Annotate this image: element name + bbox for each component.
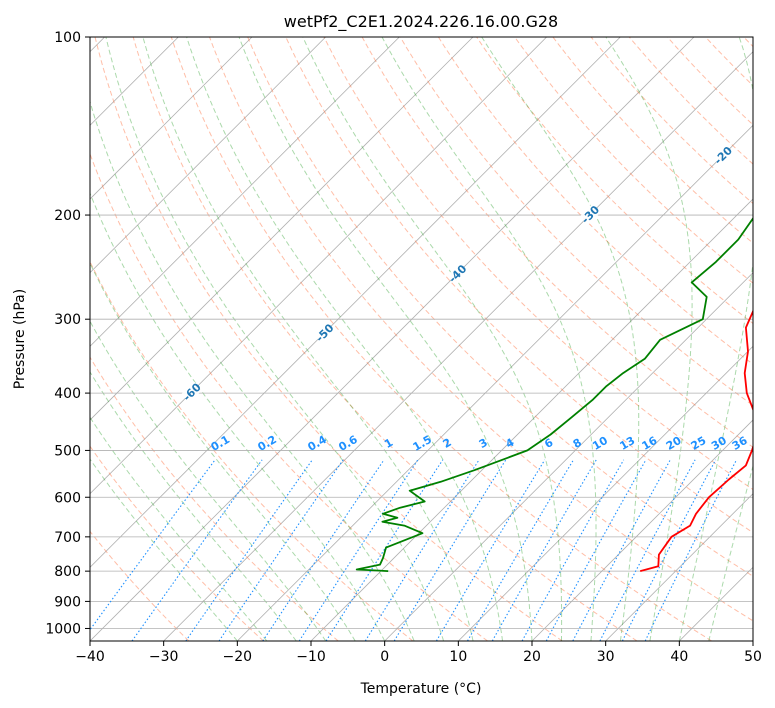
mixing-ratio-line [491,459,597,641]
dry-adiabat-line [399,37,753,407]
x-tick-label: −30 [149,649,179,665]
x-tick-label: −20 [223,649,253,665]
dry-adiabat-line [94,37,563,641]
isotherm-line [458,345,753,641]
y-tick-label: 900 [54,594,81,610]
moist-adiabat-line [90,416,268,641]
y-tick-label: 1000 [45,621,81,637]
mixing-ratio-line [262,459,385,641]
temperature-trace [639,309,753,572]
isotherm-line [163,51,753,641]
y-tick-label: 200 [54,208,81,224]
sounding-traces [355,216,753,572]
isotherm-line [310,198,753,641]
isotherm-line [531,419,753,641]
mixing-ratio-line [621,459,717,641]
y-tick-label: 500 [54,443,81,459]
pressure-gridlines [90,37,753,629]
x-tick-label: −40 [75,649,105,665]
isotherm-line [605,493,753,641]
x-tick-label: −10 [296,649,326,665]
y-tick-label: 300 [54,312,81,328]
moist-adiabat-line [90,458,238,641]
x-tick-label: 10 [449,649,467,665]
moist-adiabat-line [90,320,327,641]
y-tick-label: 600 [54,490,81,506]
x-tick-label: 40 [670,649,688,665]
moist-adiabat-line [90,262,356,641]
dry-adiabat-line [170,37,712,641]
mixing-ratio-line [90,459,216,631]
moist-adiabat-line [678,37,753,641]
dry-adiabat-line [90,356,339,641]
chart-title: wetPf2_C2E1.2024.226.16.00.G28 [284,12,558,32]
y-tick-label: 700 [54,530,81,546]
moist-adiabat-line [90,191,386,641]
dewpoint-trace [355,216,753,572]
plot-frame [89,36,754,642]
mixing-ratio-lines [90,459,737,641]
mixing-ratio-line [572,459,671,641]
isotherm-line [90,37,253,200]
y-axis-label: Pressure (hPa) [12,289,28,389]
dry-adiabat-line [90,152,488,641]
moist-adiabat-line [238,37,533,641]
mixing-ratio-line [545,459,647,641]
background-lines [90,37,753,641]
dry-adiabat-line [285,37,753,534]
moist-adiabat-line [186,37,503,641]
dry-adiabat-line [247,37,753,577]
dry-adiabat-line [90,530,190,641]
isotherm-line [90,37,326,274]
dry-adiabat-line [361,37,753,448]
moist-adiabat-line [302,37,563,641]
mixing-ratio-line [599,459,696,641]
mixing-ratio-line [131,459,263,641]
y-tick-label: 400 [54,386,81,402]
moist-adiabat-line [481,37,640,641]
isotherm-label-bg [314,322,336,344]
isotherm-line [237,124,753,641]
isotherm-line [90,37,695,641]
isotherm-line [90,37,547,495]
y-tick-label: 100 [54,30,81,46]
isotherm-label-bg [712,144,734,166]
dry-adiabat-line [209,37,753,622]
isotherm-line [384,272,753,641]
y-axis-ticks: 100 200 300 400 500 600 700 800 900 1000 [45,30,90,637]
mixing-ratio-labels: 0.1 0.2 0.4 0.6 1 1.5 2 3 4 6 8 10 13 16 20 25 30 36 [209,433,750,454]
moist-adiabat-line [381,37,597,641]
mixing-ratio-line [298,459,419,641]
isotherm-label-bg [181,381,203,403]
moist-adiabat-line [105,37,445,641]
dry-adiabat-line [437,37,753,365]
x-tick-label: 0 [380,649,389,665]
moist-adiabat-line [605,37,693,641]
mixing-ratio-line [644,459,737,641]
mixing-ratio-line [325,459,444,641]
x-tick-label: 20 [523,649,541,665]
isotherm-label-bg [579,203,601,226]
isotherm-line [90,37,474,421]
x-tick-label: 30 [597,649,615,665]
plot-area [90,37,753,641]
x-tick-label: 50 [744,649,762,665]
dry-adiabat-line [552,37,753,244]
mixing-ratio-line [364,459,480,641]
moist-adiabat-line [142,37,474,641]
dry-adiabat-line [590,37,753,205]
isotherm-line [90,37,400,347]
x-axis-label: Temperature (°C) [360,681,482,697]
dry-adiabat-line [132,37,638,641]
dry-adiabat-line [90,260,414,641]
mixing-ratio-line [467,459,574,641]
x-axis-ticks: −40 −30 −20 −10 0 10 20 30 40 50 [75,641,762,665]
y-tick-label: 800 [54,564,81,580]
moist-adiabat-line [708,464,753,641]
isotherm-label-bg [446,262,469,285]
mixing-ratio-line [521,459,625,641]
dry-adiabat-line [323,37,753,491]
dry-adiabat-line [476,37,753,325]
